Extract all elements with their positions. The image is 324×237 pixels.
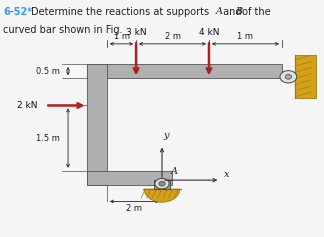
Circle shape [285, 74, 292, 79]
Text: B: B [235, 7, 242, 16]
Bar [295, 55, 316, 98]
Text: B: B [303, 72, 310, 81]
Text: curved bar shown in Fig.: curved bar shown in Fig. [3, 25, 123, 35]
Bar [87, 171, 172, 185]
Text: 2 m: 2 m [126, 204, 143, 213]
Text: 3 kN: 3 kN [126, 28, 146, 37]
Text: 1.5 m: 1.5 m [36, 134, 60, 142]
Text: y: y [164, 131, 169, 140]
Text: Determine the reactions at supports: Determine the reactions at supports [31, 7, 209, 17]
Text: 0.5 m: 0.5 m [36, 67, 60, 76]
Bar [87, 64, 107, 185]
Bar [89, 65, 280, 77]
Text: of the: of the [239, 7, 271, 17]
Circle shape [155, 178, 169, 189]
Text: and: and [220, 7, 245, 17]
Text: 2 m: 2 m [165, 32, 180, 41]
Text: 6-52*: 6-52* [3, 7, 32, 17]
Circle shape [159, 181, 165, 186]
Text: A: A [215, 7, 223, 16]
Text: A: A [171, 167, 178, 176]
Text: x: x [224, 170, 229, 179]
Text: 1 m: 1 m [113, 32, 130, 41]
Wedge shape [144, 189, 180, 202]
Bar [87, 64, 282, 78]
Text: 1 m: 1 m [237, 32, 253, 41]
Circle shape [280, 71, 297, 83]
Text: 4 kN: 4 kN [199, 28, 219, 37]
Bar [154, 180, 170, 189]
Text: 2 kN: 2 kN [17, 101, 37, 110]
